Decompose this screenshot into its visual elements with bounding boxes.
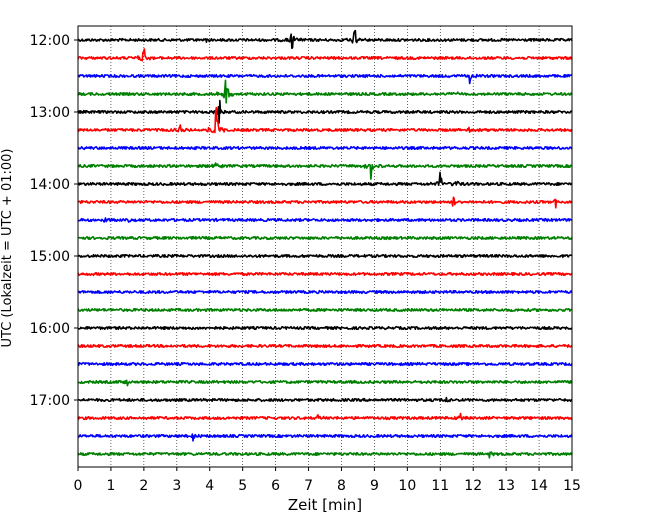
x-axis-label: Zeit [min] [288, 496, 362, 514]
trace-1530 [77, 289, 573, 295]
trace-1615 [77, 343, 573, 349]
y-tick-label: 15:00 [30, 249, 70, 265]
y-axis-label: UTC (Lokalzeit = UTC + 01:00) [0, 149, 15, 348]
trace-1315 [77, 106, 573, 134]
trace-1400 [77, 171, 573, 187]
trace-1715 [77, 412, 573, 421]
trace-1515 [77, 271, 573, 277]
trace-1430 [77, 217, 573, 223]
x-tick-label: 14 [530, 478, 548, 494]
x-tick-label: 2 [139, 478, 148, 494]
trace-1445 [77, 235, 573, 241]
trace-1630 [77, 361, 573, 367]
axes [77, 25, 573, 468]
trace-1230 [77, 73, 573, 85]
x-tick-label: 3 [172, 478, 181, 494]
traces [77, 29, 573, 459]
x-tick-label: 9 [370, 478, 379, 494]
y-tick-label: 12:00 [30, 33, 70, 49]
trace-1345 [77, 162, 573, 180]
x-tick-label: 13 [497, 478, 515, 494]
trace-1545 [77, 307, 573, 313]
y-axis-ticks: 12:00 13:00 14:00 15:00 16:00 17:00 [30, 33, 78, 409]
x-axis-ticks: 0 1 2 3 4 5 6 7 8 9 10 11 12 13 14 15 [74, 467, 581, 494]
y-tick-label: 17:00 [30, 393, 70, 409]
x-tick-label: 8 [337, 478, 346, 494]
x-tick-label: 11 [431, 478, 449, 494]
x-tick-label: 0 [74, 478, 83, 494]
x-tick-label: 10 [398, 478, 416, 494]
trace-1415 [77, 196, 573, 209]
trace-1200 [77, 29, 573, 50]
x-tick-label: 15 [563, 478, 581, 494]
trace-1645 [77, 379, 573, 387]
x-tick-label: 4 [205, 478, 214, 494]
x-tick-label: 6 [271, 478, 280, 494]
trace-1500 [77, 253, 573, 259]
trace-1600 [77, 325, 573, 331]
y-tick-label: 13:00 [30, 105, 70, 121]
x-tick-label: 12 [464, 478, 482, 494]
trace-1745 [77, 451, 573, 459]
trace-1215 [77, 48, 573, 62]
y-tick-label: 16:00 [30, 321, 70, 337]
trace-1730 [77, 433, 573, 442]
plot-frame [77, 25, 573, 468]
trace-1245 [77, 79, 573, 104]
y-tick-label: 14:00 [30, 177, 70, 193]
trace-1300 [77, 99, 573, 124]
x-tick-label: 7 [304, 478, 313, 494]
x-tick-label: 5 [238, 478, 247, 494]
trace-1330 [77, 145, 573, 151]
x-tick-label: 1 [106, 478, 115, 494]
trace-1700 [77, 396, 573, 403]
